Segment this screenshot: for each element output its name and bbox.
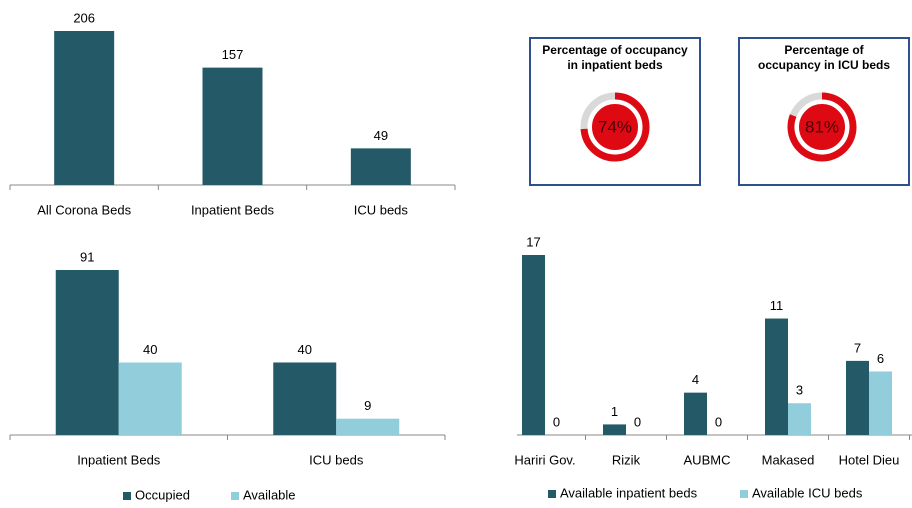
data-label: 0 bbox=[715, 414, 722, 429]
data-label: 3 bbox=[796, 383, 803, 398]
x-tick-label: Hotel Dieu bbox=[839, 452, 900, 467]
x-tick-label: Rizik bbox=[612, 452, 641, 467]
data-label: 40 bbox=[143, 342, 157, 357]
x-tick-label: ICU beds bbox=[354, 202, 409, 217]
gauge-core bbox=[590, 102, 640, 152]
bar bbox=[603, 424, 626, 435]
data-label: 9 bbox=[364, 398, 371, 413]
bar bbox=[273, 362, 337, 435]
legend-swatch bbox=[548, 490, 556, 498]
bar bbox=[54, 31, 115, 185]
gauge-core bbox=[797, 102, 847, 152]
x-tick-label: Makased bbox=[762, 452, 815, 467]
bar bbox=[869, 371, 892, 435]
panel-title: in inpatient beds bbox=[567, 58, 663, 72]
legend-swatch bbox=[231, 492, 239, 500]
panel-title: occupancy in ICU beds bbox=[758, 58, 890, 72]
data-label: 40 bbox=[298, 342, 312, 357]
bar bbox=[765, 318, 788, 435]
panel-title: Percentage of bbox=[784, 43, 864, 57]
bar bbox=[684, 392, 707, 435]
bar bbox=[788, 403, 811, 435]
data-label: 4 bbox=[692, 372, 699, 387]
data-label: 0 bbox=[634, 414, 641, 429]
legend-label: Available ICU beds bbox=[752, 485, 863, 500]
data-label: 17 bbox=[526, 234, 540, 249]
gauge-value: 74% bbox=[598, 117, 632, 136]
bar bbox=[202, 67, 263, 185]
legend-label: Occupied bbox=[135, 487, 190, 502]
bar bbox=[118, 362, 182, 435]
bar bbox=[55, 270, 119, 435]
panel-title: Percentage of occupancy bbox=[542, 43, 688, 57]
data-label: 11 bbox=[770, 298, 784, 313]
data-label: 0 bbox=[553, 414, 560, 429]
data-label: 49 bbox=[374, 128, 388, 143]
bar bbox=[522, 255, 545, 435]
data-label: 91 bbox=[80, 249, 94, 264]
x-tick-label: AUBMC bbox=[684, 452, 731, 467]
bar bbox=[350, 148, 411, 185]
gauge-arc bbox=[580, 92, 650, 162]
bar bbox=[336, 418, 400, 435]
legend-label: Available inpatient beds bbox=[560, 485, 698, 500]
x-tick-label: Inpatient Beds bbox=[77, 452, 161, 467]
data-label: 6 bbox=[877, 351, 884, 366]
legend-label: Available bbox=[243, 487, 296, 502]
gauge-value: 81% bbox=[805, 117, 839, 136]
data-label: 7 bbox=[854, 340, 861, 355]
x-tick-label: Hariri Gov. bbox=[514, 452, 575, 467]
x-tick-label: All Corona Beds bbox=[37, 202, 131, 217]
x-tick-label: ICU beds bbox=[309, 452, 364, 467]
data-label: 157 bbox=[222, 47, 244, 62]
data-label: 206 bbox=[73, 10, 95, 25]
bar bbox=[846, 360, 869, 435]
legend-swatch bbox=[740, 490, 748, 498]
legend-swatch bbox=[123, 492, 131, 500]
gauge-arc bbox=[787, 92, 857, 162]
x-tick-label: Inpatient Beds bbox=[191, 202, 275, 217]
data-label: 1 bbox=[611, 404, 618, 419]
